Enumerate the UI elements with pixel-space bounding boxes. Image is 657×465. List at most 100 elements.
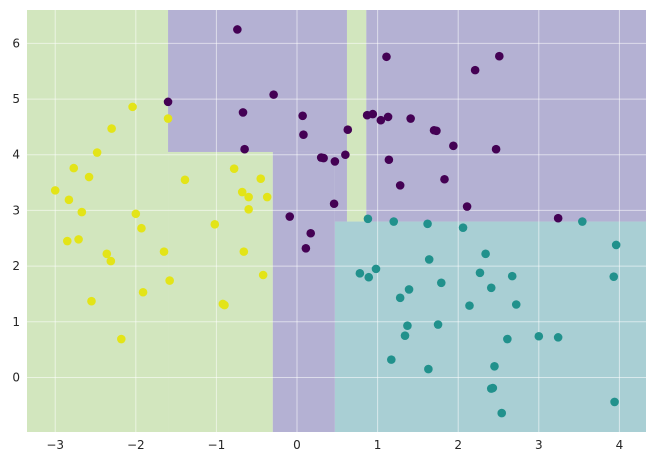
y-tick-label: 3 (12, 203, 20, 217)
point-class-0 (240, 144, 249, 154)
point-class-2 (165, 276, 174, 285)
point-class-0 (449, 141, 458, 151)
point-class-0 (491, 144, 501, 154)
point-class-2 (237, 187, 247, 197)
point-class-2 (50, 186, 60, 195)
point-class-0 (233, 25, 242, 34)
point-class-1 (511, 300, 521, 309)
point-class-1 (395, 293, 405, 303)
point-class-2 (131, 209, 141, 219)
point-class-0 (553, 213, 563, 223)
point-class-1 (371, 264, 381, 274)
point-class-0 (462, 202, 472, 211)
point-class-2 (256, 174, 266, 183)
point-class-0 (269, 90, 278, 99)
point-class-0 (383, 112, 393, 122)
point-class-1 (403, 321, 412, 330)
point-class-0 (285, 212, 295, 221)
point-class-1 (497, 408, 507, 418)
decision-region-class-2 (27, 10, 169, 432)
point-class-2 (74, 235, 83, 244)
point-class-1 (465, 301, 474, 310)
point-class-0 (329, 199, 339, 209)
x-tick-label: 0 (293, 438, 301, 452)
point-class-2 (77, 207, 87, 217)
point-class-2 (107, 124, 116, 133)
point-class-0 (301, 243, 311, 253)
point-class-2 (69, 163, 79, 173)
y-tick-label: 4 (12, 148, 20, 162)
point-class-1 (423, 219, 432, 229)
point-class-1 (424, 255, 434, 264)
point-class-1 (610, 397, 619, 407)
point-class-1 (486, 384, 496, 393)
point-class-0 (238, 108, 248, 117)
point-class-2 (84, 172, 94, 182)
y-tick-label: 5 (12, 92, 20, 106)
x-tick-label: −2 (127, 438, 145, 452)
x-axis-tick-labels: −3 −2 −1 0 1 2 3 4 (46, 438, 623, 452)
point-class-2 (258, 270, 268, 280)
point-class-1 (611, 240, 621, 250)
point-class-2 (92, 148, 102, 157)
x-tick-label: 3 (535, 438, 543, 452)
y-tick-label: 2 (12, 259, 20, 273)
point-class-0 (384, 155, 394, 165)
point-class-2 (128, 102, 137, 112)
point-class-2 (117, 334, 126, 344)
point-class-2 (220, 300, 229, 310)
x-tick-label: −1 (208, 438, 226, 452)
point-class-1 (404, 285, 414, 294)
point-class-1 (364, 272, 374, 282)
point-class-2 (163, 114, 173, 123)
point-class-2 (64, 195, 74, 205)
point-class-1 (475, 268, 485, 278)
point-class-2 (210, 220, 220, 229)
data-points (50, 25, 621, 418)
point-class-0 (376, 115, 386, 125)
y-axis-tick-labels: 0 1 2 3 4 5 6 (12, 36, 20, 384)
point-class-0 (330, 157, 340, 166)
point-class-0 (470, 65, 480, 75)
point-class-0 (163, 97, 173, 107)
point-class-0 (495, 51, 504, 61)
x-tick-label: 2 (454, 438, 462, 452)
point-class-2 (106, 256, 116, 266)
point-class-2 (159, 247, 169, 256)
point-class-0 (440, 174, 449, 184)
y-tick-label: 1 (12, 315, 20, 329)
point-class-1 (387, 355, 396, 364)
point-class-2 (244, 205, 253, 214)
decision-region-class-1 (334, 221, 646, 432)
point-class-2 (180, 175, 190, 185)
x-tick-label: 4 (616, 438, 624, 452)
point-class-1 (481, 249, 490, 259)
point-class-1 (436, 278, 446, 288)
point-class-0 (343, 125, 353, 134)
point-class-1 (507, 271, 517, 281)
decision-region-class-0 (168, 10, 347, 152)
decision-regions (27, 10, 646, 432)
point-class-0 (368, 109, 378, 119)
point-class-0 (319, 153, 328, 163)
point-class-0 (298, 111, 307, 121)
point-class-1 (424, 364, 433, 374)
point-class-2 (244, 192, 253, 202)
y-tick-label: 0 (12, 370, 20, 384)
point-class-0 (306, 228, 316, 238)
point-class-1 (578, 217, 587, 226)
point-class-0 (406, 114, 415, 123)
decision-region-class-0 (272, 151, 335, 432)
point-class-2 (102, 249, 112, 259)
point-class-1 (490, 362, 499, 371)
point-class-1 (534, 331, 544, 341)
plot-area (27, 10, 646, 432)
decision-region-class-2 (346, 10, 367, 222)
point-class-2 (62, 236, 72, 246)
point-class-1 (389, 217, 399, 226)
point-class-2 (137, 223, 146, 233)
point-class-1 (363, 214, 373, 224)
point-class-2 (138, 287, 148, 297)
x-tick-label: 1 (374, 438, 382, 452)
